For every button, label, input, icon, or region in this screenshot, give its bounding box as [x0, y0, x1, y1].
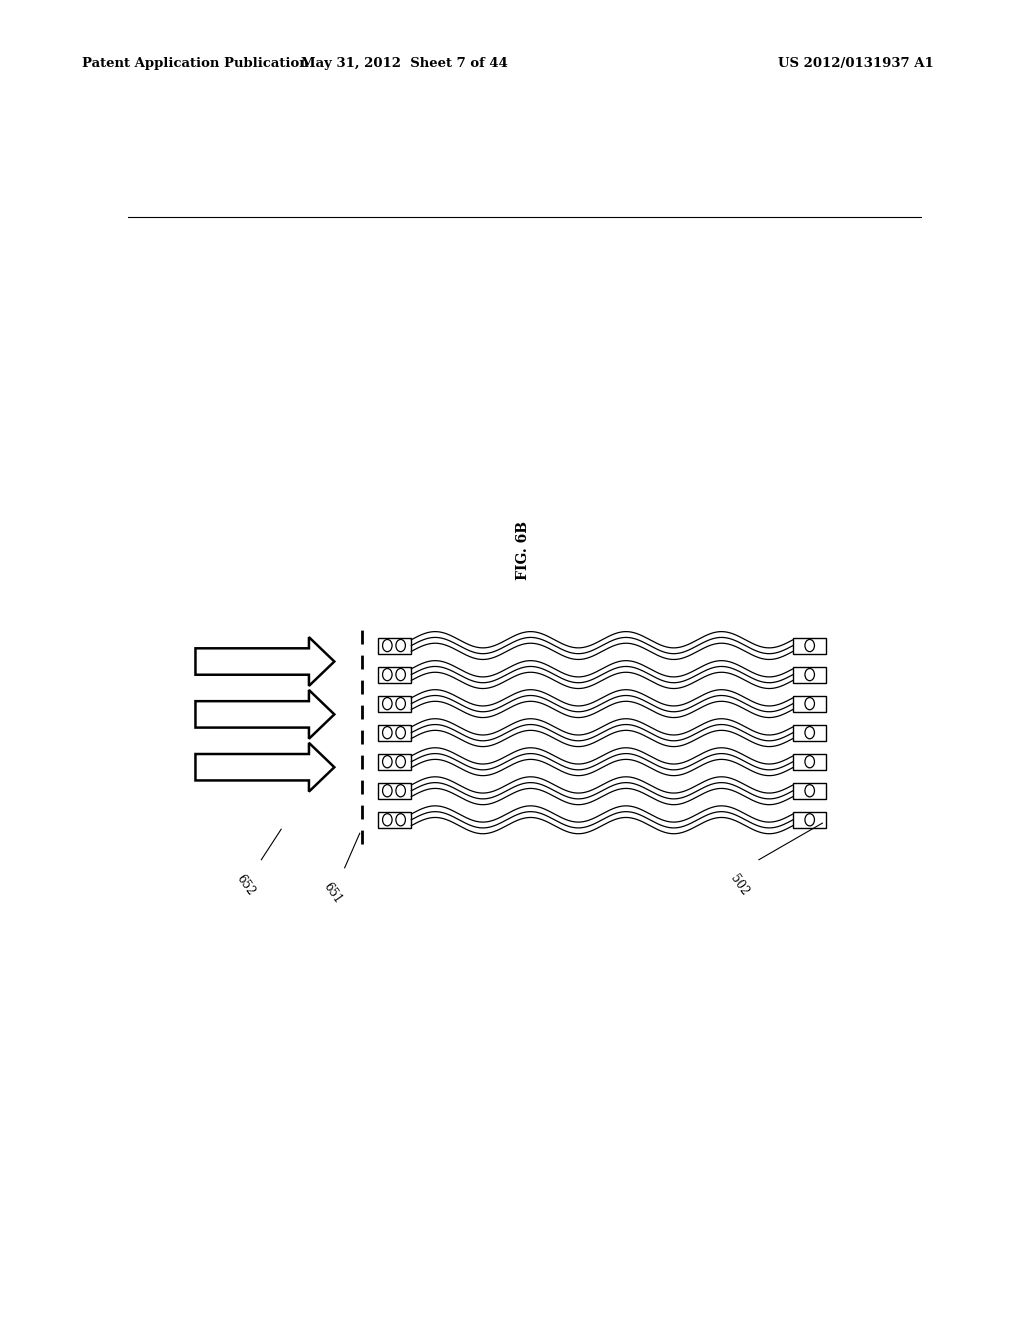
FancyBboxPatch shape — [378, 667, 412, 682]
Text: Patent Application Publication: Patent Application Publication — [82, 57, 308, 70]
FancyBboxPatch shape — [793, 638, 826, 653]
Circle shape — [805, 697, 814, 710]
FancyBboxPatch shape — [378, 754, 412, 770]
FancyBboxPatch shape — [378, 812, 412, 828]
Circle shape — [396, 639, 406, 652]
Polygon shape — [196, 638, 334, 686]
FancyBboxPatch shape — [793, 667, 826, 682]
FancyBboxPatch shape — [378, 725, 412, 741]
Circle shape — [396, 726, 406, 739]
Circle shape — [383, 755, 392, 768]
FancyBboxPatch shape — [793, 725, 826, 741]
Text: FIG. 6B: FIG. 6B — [516, 521, 530, 581]
Polygon shape — [196, 690, 334, 739]
Circle shape — [383, 668, 392, 681]
Circle shape — [383, 639, 392, 652]
FancyBboxPatch shape — [793, 754, 826, 770]
Circle shape — [396, 697, 406, 710]
Text: 502: 502 — [727, 873, 751, 898]
Circle shape — [396, 755, 406, 768]
Text: US 2012/0131937 A1: US 2012/0131937 A1 — [778, 57, 934, 70]
Circle shape — [805, 784, 814, 797]
Circle shape — [396, 784, 406, 797]
FancyBboxPatch shape — [793, 812, 826, 828]
Circle shape — [805, 813, 814, 826]
Circle shape — [805, 726, 814, 739]
FancyBboxPatch shape — [378, 783, 412, 799]
FancyBboxPatch shape — [378, 638, 412, 653]
Circle shape — [396, 813, 406, 826]
Circle shape — [383, 813, 392, 826]
Text: 652: 652 — [233, 873, 257, 898]
Circle shape — [383, 726, 392, 739]
FancyBboxPatch shape — [793, 783, 826, 799]
Polygon shape — [196, 743, 334, 792]
FancyBboxPatch shape — [378, 696, 412, 711]
Text: May 31, 2012  Sheet 7 of 44: May 31, 2012 Sheet 7 of 44 — [301, 57, 508, 70]
Text: 651: 651 — [321, 880, 344, 906]
Circle shape — [383, 784, 392, 797]
Circle shape — [805, 668, 814, 681]
Circle shape — [396, 668, 406, 681]
Circle shape — [805, 755, 814, 768]
Circle shape — [383, 697, 392, 710]
Circle shape — [805, 639, 814, 652]
FancyBboxPatch shape — [793, 696, 826, 711]
